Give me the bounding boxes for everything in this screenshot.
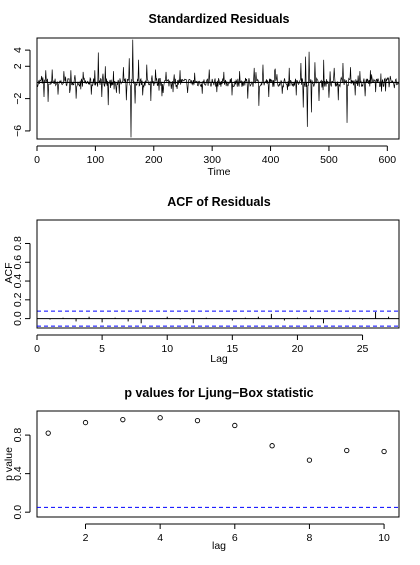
residuals-x-tick-label: 0 xyxy=(34,154,40,166)
ljung-box-point xyxy=(344,447,350,454)
acf-y-label: ACF xyxy=(3,263,15,284)
ljung-box-point xyxy=(45,430,51,436)
acf-x-label: Lag xyxy=(210,353,228,365)
residuals-x-tick-label: 200 xyxy=(145,154,163,166)
ljung-box-x-tick-label: 2 xyxy=(83,532,89,544)
ljung-box-x-tick-label: 6 xyxy=(232,532,238,544)
residuals-line xyxy=(37,39,400,138)
acf-x-tick-label: 10 xyxy=(161,343,173,355)
ljung-box-point xyxy=(381,448,387,455)
ljung-box-series xyxy=(37,415,399,508)
acf-plot-box xyxy=(36,219,400,329)
acf-x-tick-label: 15 xyxy=(226,343,238,355)
residuals-y-tick-label: −2 xyxy=(12,92,24,104)
residuals-axes: 0 100 200 300 400 500 600 −6 −2 2 4 xyxy=(12,47,396,166)
residuals-title: Standardized Residuals xyxy=(148,12,289,26)
ljung-box-y-tick-label: 0.0 xyxy=(12,505,24,520)
ljung-box-point xyxy=(306,457,313,463)
ljung-box-point xyxy=(269,443,275,449)
ljung-box-y-tick-label: 0.8 xyxy=(12,428,24,443)
ljung-box-x-tick-label: 4 xyxy=(157,532,163,544)
acf-panel: ACF of Residuals 0 5 10 15 20 250.00.20.40.60… xyxy=(3,195,400,365)
acf-x-tick-label: 5 xyxy=(99,343,105,355)
residuals-y-tick-label: 4 xyxy=(12,47,24,53)
acf-series xyxy=(36,224,399,327)
ljung-box-axes: 2 4 6 8 10 0.0 0.4 0.8 xyxy=(12,428,390,544)
residuals-plot-box xyxy=(36,37,400,140)
acf-title: ACF of Residuals xyxy=(167,195,271,209)
ljung-box-x-tick-label: 10 xyxy=(378,532,390,544)
residuals-x-tick-label: 100 xyxy=(87,154,105,166)
acf-y-tick-label: 0.6 xyxy=(12,255,24,270)
residuals-panel: Standardized Residuals 0 100 200 300 400 500 6… xyxy=(12,12,400,178)
acf-y-tick-label: 0.8 xyxy=(12,236,24,251)
ljung-box-title: p values for Ljung−Box statistic xyxy=(124,386,313,400)
ljung-box-point xyxy=(82,419,89,426)
residuals-y-tick-label: 2 xyxy=(12,63,24,69)
ljung-box-point xyxy=(120,417,126,423)
ljung-box-point xyxy=(194,417,201,424)
acf-x-tick-label: 0 xyxy=(34,343,40,355)
ljung-box-x-label: lag xyxy=(212,540,226,552)
ljung-box-x-tick-label: 8 xyxy=(307,532,313,544)
residuals-x-tick-label: 300 xyxy=(203,154,221,166)
acf-axes: 0 5 10 15 20 25 0.0 0.2 0.4 0.6 0.8 xyxy=(12,236,369,355)
residuals-x-tick-label: 400 xyxy=(262,154,280,166)
acf-y-tick-label: 0.2 xyxy=(12,292,24,307)
ljung-box-point xyxy=(232,422,238,429)
acf-y-tick-label: 0.0 xyxy=(12,311,24,326)
acf-y-tick-label: 0.4 xyxy=(12,274,24,289)
ljung-box-plot-box xyxy=(36,410,400,518)
ljung-box-panel: p values for Ljung−Box statistic 2 4 6 8 10 0… xyxy=(3,386,400,552)
ljung-box-y-label: p value xyxy=(3,447,15,481)
ljung-box-point xyxy=(157,415,163,421)
residuals-x-label: Time xyxy=(208,166,231,178)
residuals-x-tick-label: 600 xyxy=(379,154,397,166)
residuals-x-tick-label: 500 xyxy=(320,154,338,166)
acf-x-tick-label: 25 xyxy=(357,343,369,355)
acf-x-tick-label: 20 xyxy=(292,343,304,355)
residuals-y-tick-label: −6 xyxy=(12,125,24,137)
ljung-box-y-tick-label: 0.4 xyxy=(12,466,24,481)
residuals-series xyxy=(37,39,400,138)
